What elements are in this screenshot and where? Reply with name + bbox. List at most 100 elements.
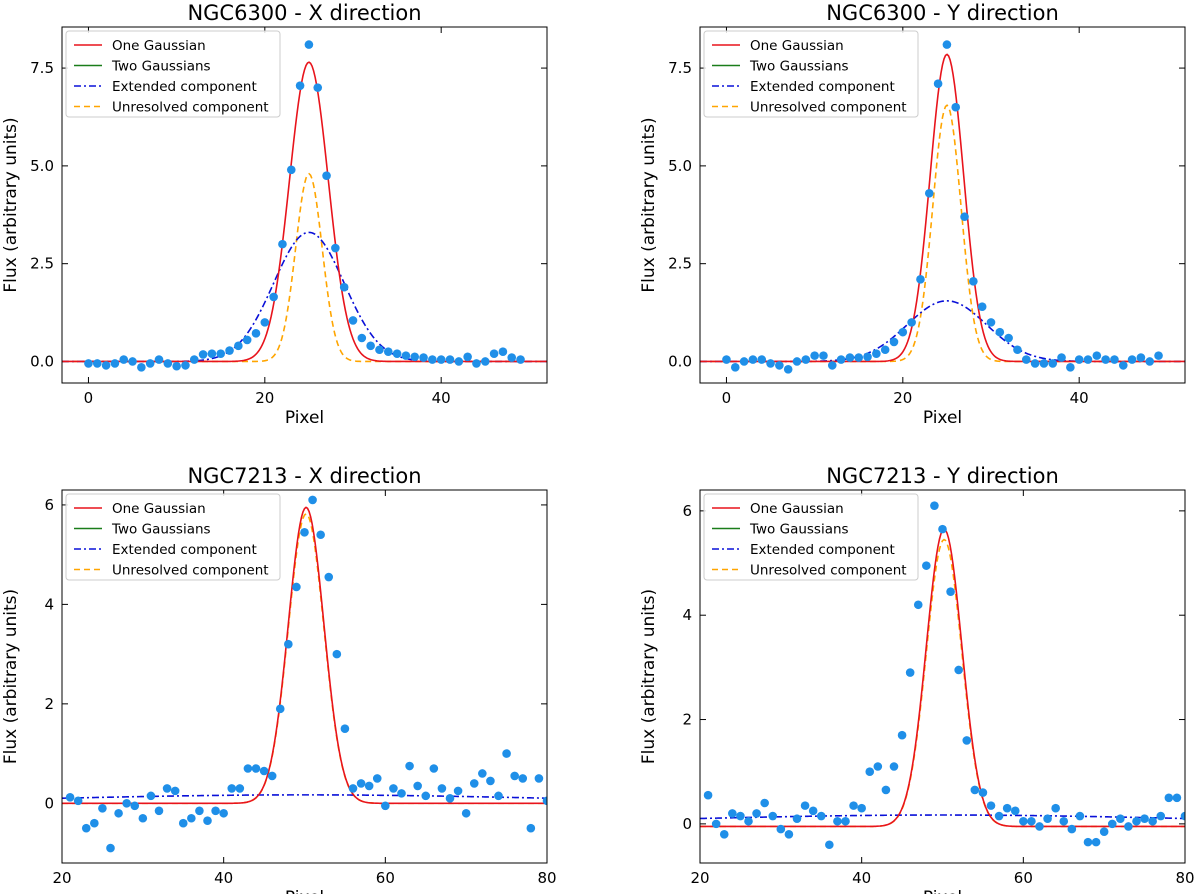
- data-point: [849, 801, 858, 810]
- data-point: [251, 764, 261, 773]
- x-tick-label: 20: [52, 869, 71, 887]
- data-point: [469, 779, 479, 788]
- y-axis-label: Flux (arbitrary units): [639, 117, 659, 292]
- data-point: [195, 806, 204, 816]
- legend-label: Extended component: [112, 79, 257, 95]
- data-point: [486, 776, 495, 786]
- data-point: [203, 816, 212, 826]
- legend-label: Extended component: [112, 542, 257, 558]
- data-point: [946, 587, 955, 597]
- data-point: [1019, 816, 1028, 826]
- data-point: [825, 840, 834, 850]
- axes-frame: [699, 489, 1186, 864]
- data-point: [461, 808, 471, 818]
- data-point: [98, 803, 107, 813]
- data-point: [421, 791, 431, 801]
- axes-frame: [61, 26, 548, 384]
- data-point: [1116, 814, 1125, 823]
- data-point: [295, 81, 305, 90]
- plot-area: [700, 40, 1185, 374]
- data-point: [942, 40, 952, 49]
- legend-label: Unresolved component: [112, 100, 269, 116]
- data-point: [114, 808, 123, 818]
- data-point: [316, 530, 325, 540]
- legend-box: [703, 493, 919, 581]
- chart-title: NGC7213 - Y direction: [826, 464, 1059, 488]
- data-point: [428, 355, 437, 364]
- data-point: [401, 351, 411, 360]
- data-point: [518, 774, 528, 783]
- data-point: [1030, 359, 1040, 368]
- data-point: [744, 816, 753, 826]
- data-point: [410, 352, 420, 362]
- data-point: [392, 349, 402, 358]
- data-point: [916, 275, 925, 284]
- data-point: [719, 830, 729, 839]
- data-point: [90, 818, 99, 828]
- legend-label: Extended component: [750, 79, 895, 95]
- data-point: [1043, 814, 1052, 823]
- y-tick-label: 2: [44, 695, 54, 713]
- data-point: [977, 302, 987, 312]
- series-line-extended-component: [700, 814, 1185, 820]
- data-point: [419, 353, 428, 362]
- data-point: [1083, 355, 1093, 364]
- data-point: [913, 600, 923, 610]
- data-point: [357, 333, 367, 343]
- data-point: [211, 806, 220, 816]
- data-point: [905, 668, 915, 677]
- y-tick-label: 0.0: [668, 352, 692, 370]
- data-point: [836, 355, 846, 364]
- data-point: [1021, 355, 1031, 364]
- data-point: [833, 816, 842, 826]
- data-point: [1066, 363, 1075, 372]
- data-point: [437, 784, 447, 793]
- legend-label: Extended component: [750, 542, 895, 558]
- data-point: [760, 798, 769, 808]
- data-point: [348, 784, 358, 793]
- data-point: [784, 830, 794, 839]
- data-point: [383, 347, 393, 357]
- data-point: [938, 524, 947, 534]
- data-point: [722, 355, 731, 364]
- data-point: [269, 292, 278, 302]
- legend-label: Unresolved component: [750, 563, 907, 579]
- data-point: [1010, 806, 1020, 816]
- data-point: [381, 801, 390, 811]
- data-point: [170, 786, 180, 796]
- data-point: [154, 355, 164, 364]
- y-tick-label: 5.0: [30, 157, 54, 175]
- x-tick-label: 20: [690, 869, 709, 887]
- x-axis-label: Pixel: [285, 408, 324, 428]
- data-point: [1136, 353, 1146, 362]
- legend-box: [65, 493, 281, 581]
- data-point: [1118, 361, 1128, 370]
- data-point: [313, 83, 323, 92]
- data-point: [300, 527, 309, 537]
- data-point: [969, 276, 978, 286]
- data-point: [757, 355, 767, 364]
- y-tick-label: 0: [44, 794, 54, 812]
- data-point: [138, 813, 148, 823]
- plot-area: [62, 40, 547, 372]
- data-point: [1127, 355, 1137, 364]
- data-point: [65, 793, 75, 802]
- data-point: [810, 351, 819, 360]
- data-point: [1124, 822, 1133, 831]
- data-point: [242, 335, 252, 345]
- data-point: [800, 801, 810, 810]
- data-point: [480, 357, 490, 366]
- data-point: [498, 347, 508, 357]
- data-point: [801, 355, 811, 364]
- data-point: [137, 363, 146, 372]
- axes-frame: [61, 489, 548, 864]
- data-point: [857, 803, 866, 813]
- x-tick-label: 0: [722, 389, 732, 407]
- data-point: [865, 767, 875, 777]
- x-tick-label: 20: [893, 389, 912, 407]
- data-point: [986, 318, 996, 327]
- x-tick-label: 40: [1070, 389, 1089, 407]
- data-point: [453, 786, 463, 796]
